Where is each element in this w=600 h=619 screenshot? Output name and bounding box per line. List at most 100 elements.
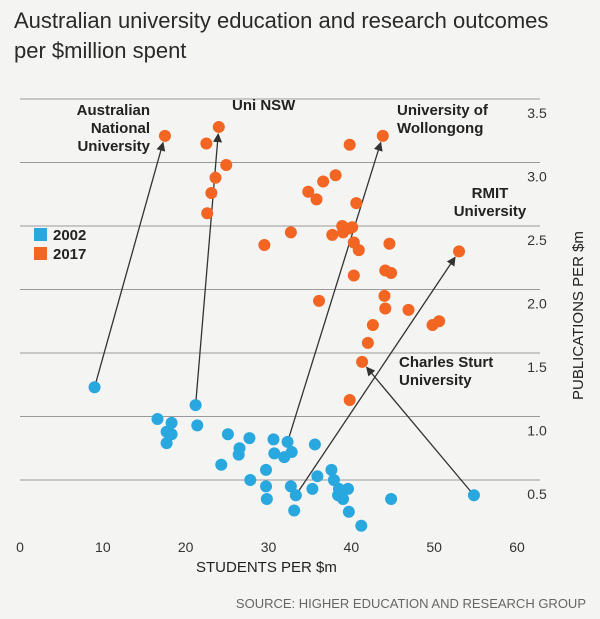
point-2002 [284,480,297,493]
point-2017 [209,171,222,184]
x-tick-label: 50 [426,539,442,555]
annotation-label: Charles Sturt University [399,354,493,389]
point-2017 [200,137,213,150]
point-2017 [379,302,392,315]
point-2002 [285,446,298,459]
source-note: SOURCE: HIGHER EDUCATION AND RESEARCH GR… [235,596,586,611]
point-2017 [346,221,359,234]
point-2017 [313,294,326,307]
point-2002 [308,438,321,451]
point-2017 [352,244,365,257]
point-2017 [361,336,374,349]
point-2002 [342,482,355,495]
point-2017 [402,303,415,316]
point-2017 [258,239,271,252]
point-2002 [288,504,301,517]
point-2002 [88,381,101,394]
point-2017 [329,169,342,182]
point-2017 [310,193,323,206]
x-tick-label: 40 [344,539,360,555]
point-2017 [158,129,171,142]
point-2002 [260,493,273,506]
point-2002 [306,482,319,495]
legend-label-2017: 2017 [53,246,86,263]
x-tick-label: 0 [16,539,24,555]
gridlines [20,98,540,481]
point-2002 [325,463,338,476]
point-2017 [433,315,446,328]
data-points [88,120,480,532]
point-2017 [350,197,363,210]
annotation-arrow [286,141,383,443]
chart-title: Australian university education and rese… [14,8,549,63]
point-2002 [221,428,234,441]
point-2017 [347,269,360,282]
point-2002 [268,447,281,460]
point-2017 [343,138,356,151]
legend-swatch-2002 [34,228,47,241]
x-tick-label: 10 [95,539,111,555]
point-2002 [289,489,302,502]
legend: 2002 2017 [34,227,86,263]
point-2002 [260,463,273,476]
point-2017 [366,319,379,332]
annotation-arrow [295,256,456,496]
point-2002 [243,432,256,445]
annotation-label: Australian National University [77,102,151,155]
annotation-arrow [93,141,166,388]
annotation-arrow [366,366,475,496]
point-2017 [326,228,339,241]
y-tick-label: 2.5 [527,232,547,248]
legend-label-2002: 2002 [53,227,86,244]
point-2002 [467,489,480,502]
y-tick-label: 1.0 [527,423,547,439]
y-tick-label: 1.5 [527,359,547,375]
point-2017 [284,226,297,239]
legend-swatch-2017 [34,247,47,260]
x-tick-labels: 0 10 20 30 40 50 60 [16,539,525,555]
point-2017 [385,266,398,279]
point-2002 [355,519,368,532]
point-2017 [378,289,391,302]
point-2017 [343,393,356,406]
point-2002 [260,480,273,493]
point-2002 [191,419,204,432]
point-2002 [151,413,164,426]
point-2017 [356,355,369,368]
point-2017 [220,159,233,172]
point-2002 [267,433,280,446]
point-2017 [453,245,466,258]
x-tick-label: 30 [261,539,277,555]
point-2017 [205,186,218,199]
y-tick-label: 0.5 [527,486,547,502]
point-2002 [160,437,173,450]
point-2002 [215,458,228,471]
point-2002 [165,416,178,429]
x-tick-label: 60 [509,539,525,555]
point-2002 [233,442,246,455]
point-2002 [337,493,350,506]
point-2017 [376,129,389,142]
point-2002 [165,428,178,441]
point-2017 [302,185,315,198]
y-tick-labels: 0.5 1.0 1.5 2.0 2.5 3.0 3.5 [527,105,547,502]
point-2002 [342,505,355,518]
annotation-label: Uni NSW [232,97,296,114]
y-tick-label: 3.5 [527,105,547,121]
point-2002 [385,493,398,506]
point-2017 [317,175,330,188]
point-2017 [201,207,214,220]
point-2002 [327,474,340,486]
x-tick-label: 20 [178,539,194,555]
annotation-label: RMIT University [454,185,527,220]
point-2002 [281,435,294,448]
y-axis-label: PUBLICATIONS PER $m [570,231,587,400]
y-tick-label: 2.0 [527,296,547,312]
annotation-labels: Australian National University Uni NSW Unive… [77,97,527,389]
annotation-label: University of Wollongong [397,102,489,137]
y-tick-label: 3.0 [527,169,547,185]
point-2017 [383,237,396,250]
x-axis-label: STUDENTS PER $m [196,559,337,576]
point-2002 [244,474,257,486]
